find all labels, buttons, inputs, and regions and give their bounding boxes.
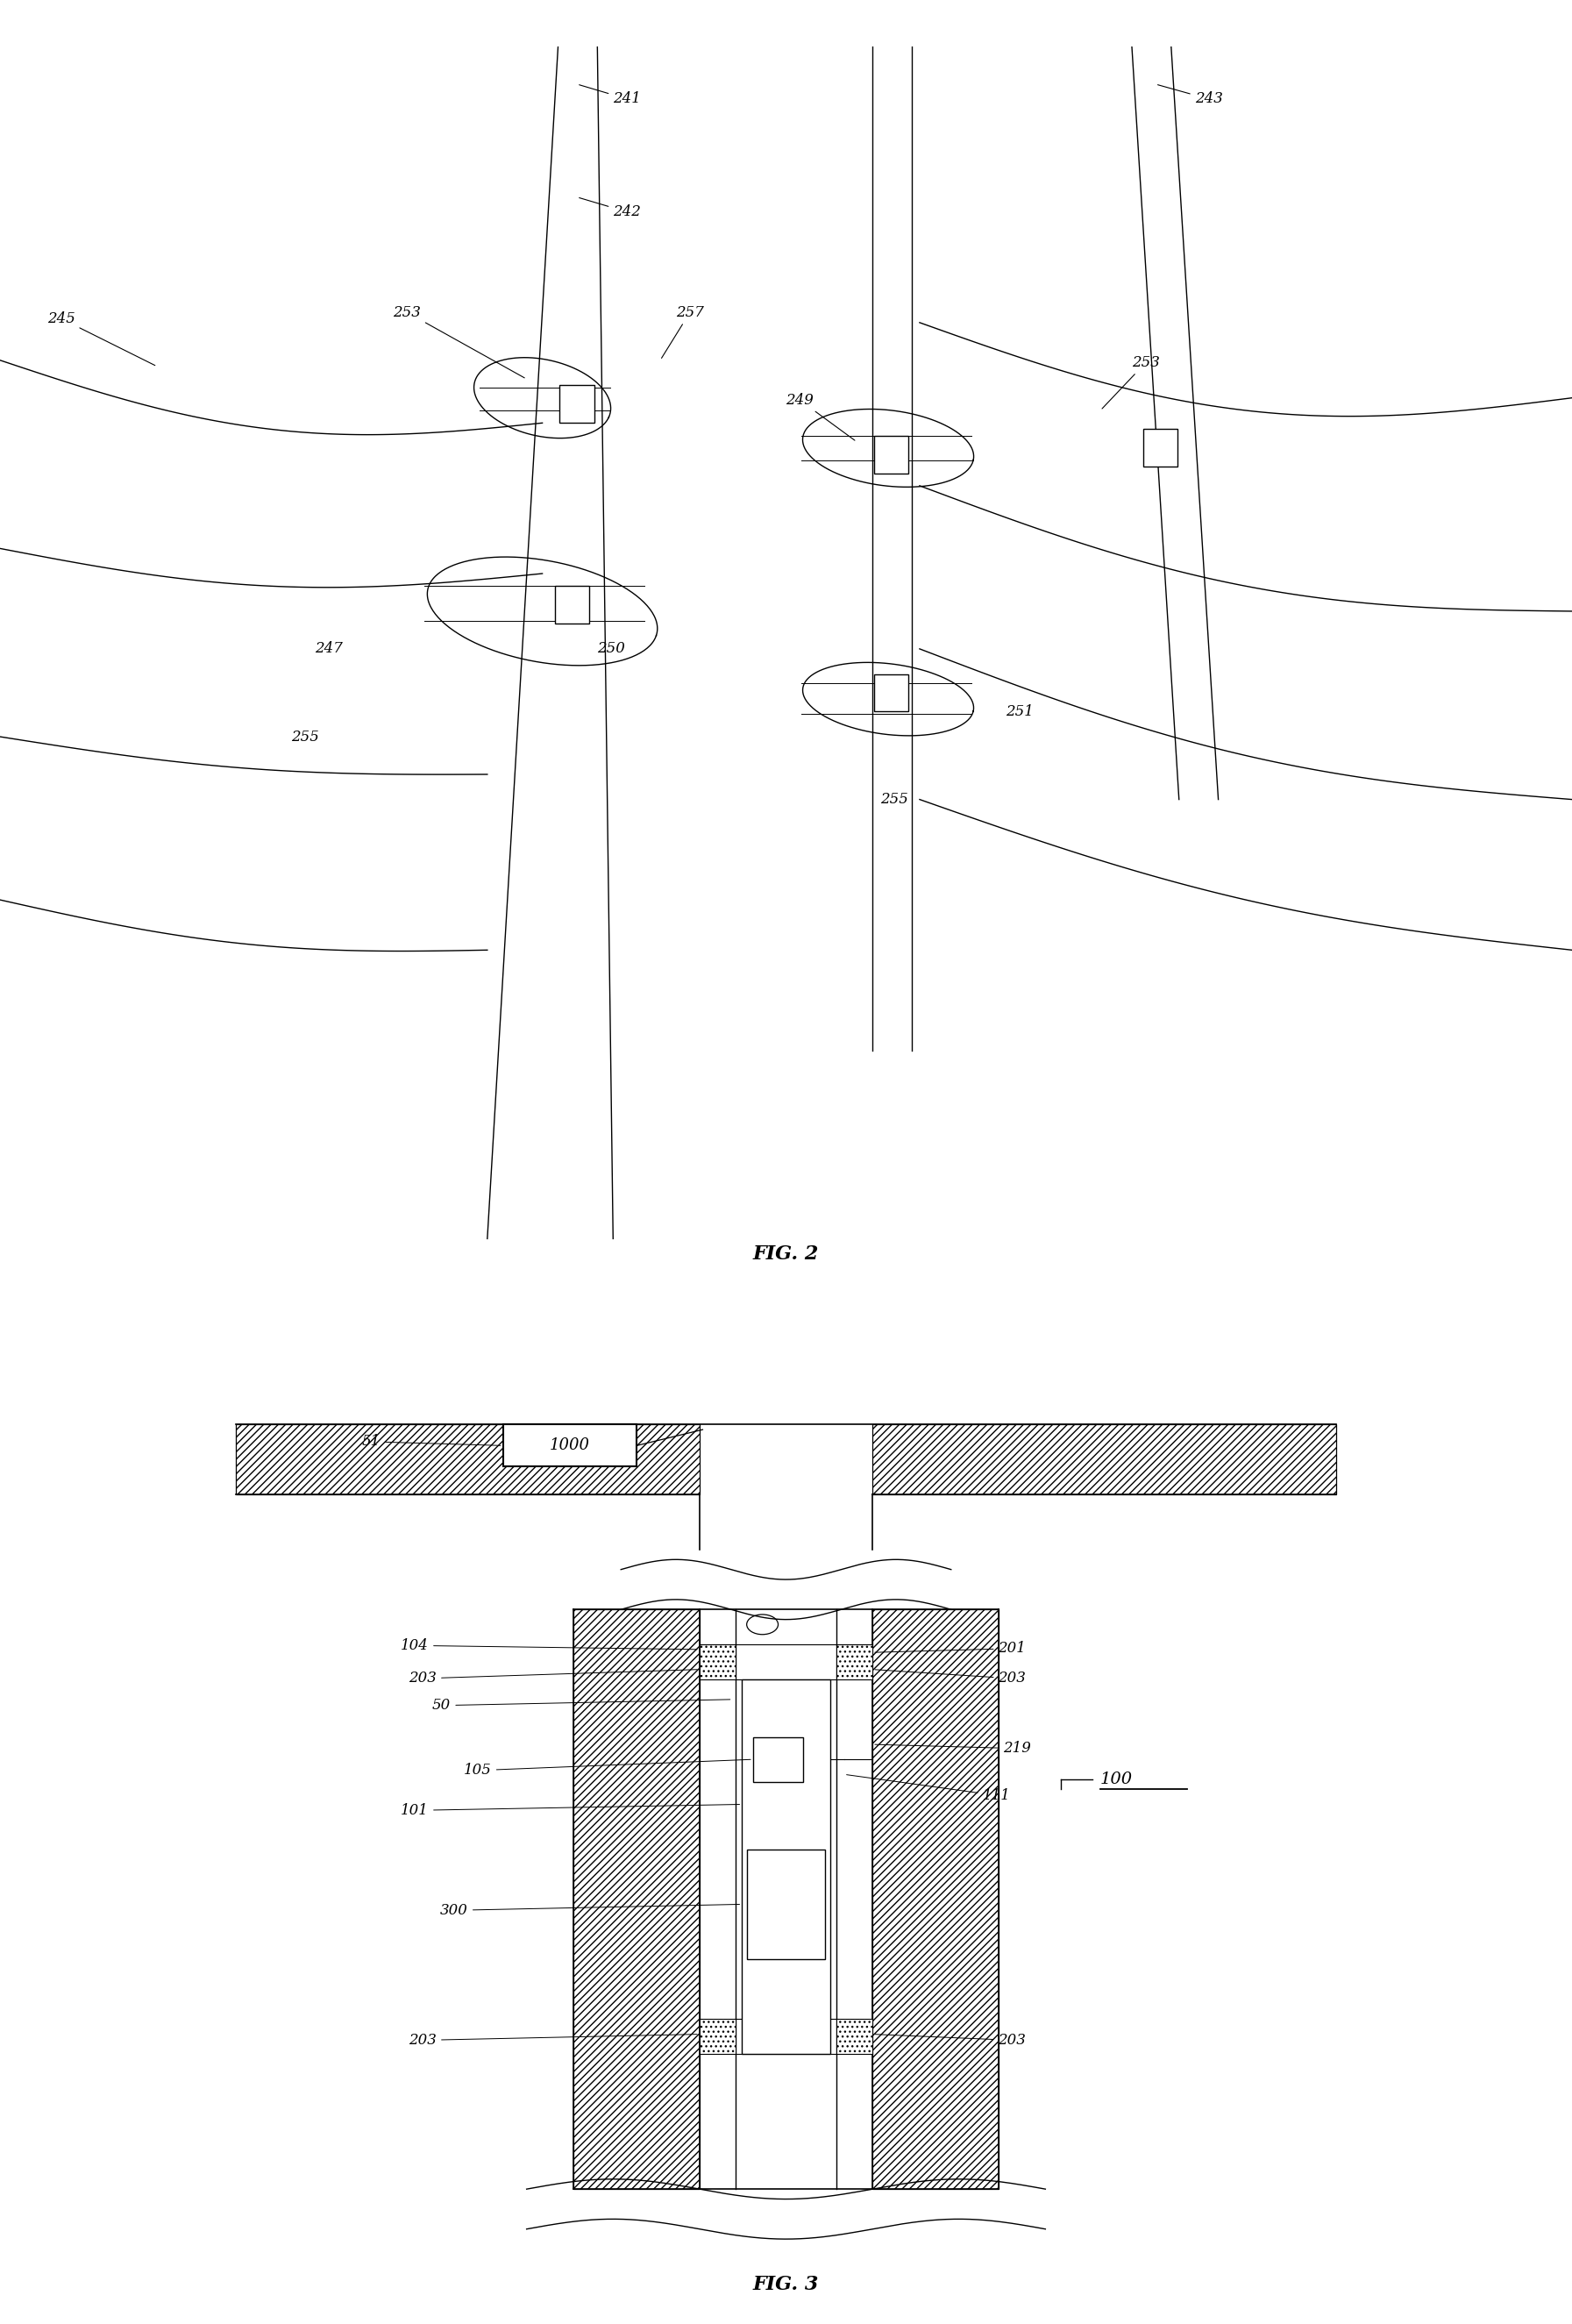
- Text: 255: 255: [880, 792, 909, 806]
- Text: 300: 300: [440, 1903, 739, 1917]
- Text: 104: 104: [401, 1638, 696, 1652]
- Bar: [742, 1680, 830, 2054]
- Bar: [747, 1850, 825, 1959]
- Text: 105: 105: [464, 1759, 750, 1778]
- Bar: [700, 1645, 736, 1680]
- Text: 111: 111: [847, 1776, 1011, 1803]
- Text: 50: 50: [432, 1699, 729, 1713]
- Bar: [874, 674, 909, 711]
- Bar: [872, 1425, 1336, 1494]
- Bar: [874, 435, 909, 474]
- Text: 51: 51: [362, 1434, 500, 1450]
- Bar: [574, 1611, 700, 2189]
- Text: 249: 249: [786, 393, 855, 439]
- Bar: [753, 1736, 803, 1783]
- Text: 203: 203: [876, 1669, 1027, 1685]
- Text: 257: 257: [662, 304, 704, 358]
- Text: 203: 203: [409, 2034, 696, 2047]
- Text: 251: 251: [1006, 704, 1034, 718]
- Text: 243: 243: [1157, 84, 1223, 107]
- Text: 203: 203: [876, 2034, 1027, 2047]
- Text: 253: 253: [1102, 356, 1160, 409]
- Bar: [836, 1645, 872, 1680]
- Text: 101: 101: [401, 1803, 739, 1817]
- Text: 250: 250: [597, 641, 626, 655]
- Text: FIG. 3: FIG. 3: [753, 2275, 819, 2294]
- Bar: [555, 586, 590, 623]
- Text: FIG. 2: FIG. 2: [753, 1243, 819, 1264]
- Text: 219: 219: [876, 1741, 1031, 1757]
- Text: 100: 100: [1100, 1771, 1133, 1787]
- Text: 245: 245: [47, 311, 156, 365]
- Text: 253: 253: [393, 304, 525, 379]
- Bar: [236, 1425, 700, 1494]
- Text: 1000: 1000: [550, 1439, 590, 1452]
- Text: 203: 203: [409, 1669, 696, 1685]
- Text: 242: 242: [578, 198, 641, 218]
- Text: 241: 241: [578, 84, 641, 107]
- Bar: [1143, 430, 1177, 467]
- Bar: [836, 2020, 872, 2054]
- Text: 255: 255: [291, 730, 319, 744]
- Text: 247: 247: [314, 641, 343, 655]
- Bar: [560, 386, 594, 423]
- Bar: [700, 2020, 736, 2054]
- Bar: [503, 1425, 637, 1466]
- Text: 201: 201: [876, 1641, 1027, 1657]
- Bar: [872, 1611, 998, 2189]
